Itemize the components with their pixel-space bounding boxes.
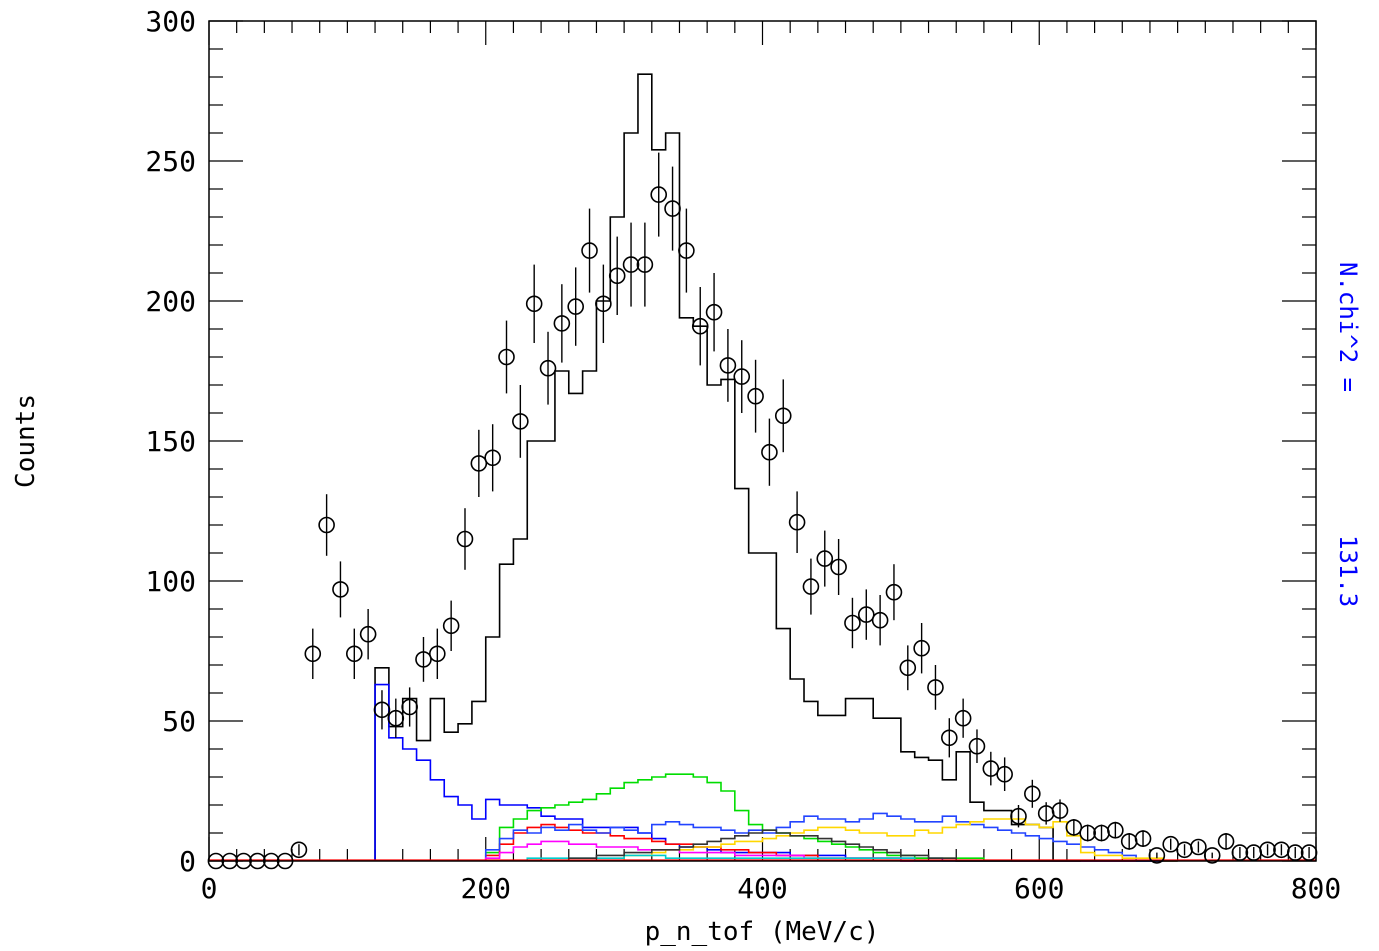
data-point <box>1217 833 1235 850</box>
data-point <box>318 516 335 534</box>
data-point <box>387 709 405 727</box>
data-point <box>816 550 834 567</box>
data-point <box>442 617 460 635</box>
y-axis-label: Counts <box>11 394 41 488</box>
histogram-series-line <box>484 773 1137 862</box>
data-point <box>525 295 543 313</box>
data-point <box>1079 824 1096 842</box>
y-tick-labels: 0 50 100 150 200 250 300 <box>145 5 196 878</box>
data-point <box>1259 841 1276 859</box>
data-point <box>1010 807 1027 825</box>
data-point <box>747 387 764 405</box>
data-point <box>678 242 695 259</box>
data-point <box>567 298 584 315</box>
data-point <box>290 841 308 859</box>
data-point <box>899 659 917 677</box>
data-point <box>982 760 1000 777</box>
data-point <box>968 737 986 755</box>
data-point <box>788 513 806 531</box>
data-point <box>595 295 612 313</box>
data-point <box>996 765 1013 783</box>
x-tick-label: 800 <box>1291 872 1342 905</box>
data-point <box>913 639 930 657</box>
histogram-series-line <box>484 812 1137 861</box>
chi-squared-value: 131.3 <box>1334 535 1362 607</box>
data-point <box>484 449 501 467</box>
data-point <box>1162 835 1180 853</box>
data-point <box>359 625 377 643</box>
data-point <box>705 303 723 321</box>
data-point <box>719 357 737 374</box>
x-tick-label: 400 <box>737 872 788 905</box>
data-point <box>927 679 944 696</box>
data-point <box>802 578 820 595</box>
data-point <box>941 729 958 747</box>
data-point <box>332 581 349 598</box>
data-point <box>650 186 668 203</box>
data-point <box>871 611 889 629</box>
data-point <box>304 645 322 663</box>
data-point <box>415 651 432 668</box>
data-point <box>608 267 626 285</box>
data-point <box>373 701 391 719</box>
y-tick-label: 0 <box>179 845 196 878</box>
data-point <box>512 413 529 430</box>
data-point <box>1051 802 1069 819</box>
y-tick-label: 250 <box>145 145 196 178</box>
x-tick-label: 200 <box>460 872 511 905</box>
data-point <box>844 614 861 632</box>
data-point <box>636 256 654 273</box>
y-tick-label: 300 <box>145 5 196 38</box>
data-point <box>774 407 792 425</box>
y-tick-label: 200 <box>145 285 196 318</box>
x-tick-label: 0 <box>201 872 218 905</box>
data-point <box>553 315 571 332</box>
data-point <box>622 256 640 273</box>
data-point <box>1190 838 1207 856</box>
chi-squared-label: N.chi^2 = <box>1334 262 1362 392</box>
x-axis-label: p_n_tof (MeV/c) <box>645 917 880 947</box>
data-point <box>1107 821 1124 839</box>
data-point <box>1203 847 1221 864</box>
data-point <box>456 530 474 548</box>
histogram-series-line <box>374 73 1178 862</box>
data-point <box>581 242 598 259</box>
histogram-series-line <box>623 818 1178 862</box>
data-point <box>954 709 972 727</box>
plot-frame <box>208 20 1317 862</box>
data-point <box>761 443 778 461</box>
data-point <box>1134 830 1152 847</box>
data-point <box>539 359 557 377</box>
x-tick-label: 600 <box>1014 872 1065 905</box>
data-point <box>885 583 903 601</box>
data-point <box>401 698 418 716</box>
y-tick-label: 50 <box>162 705 196 738</box>
data-point <box>1024 785 1041 803</box>
data-point <box>733 368 751 385</box>
data-point <box>1286 844 1304 861</box>
data-point <box>429 645 446 663</box>
y-tick-label: 150 <box>145 425 196 458</box>
y-tick-label: 100 <box>145 565 196 598</box>
data-point <box>691 317 709 335</box>
histogram-series <box>209 73 1316 862</box>
data-point <box>498 348 515 366</box>
data-point <box>1065 819 1083 836</box>
data-point <box>470 455 488 472</box>
data-point <box>830 558 847 576</box>
data-point <box>1231 844 1249 861</box>
data-point <box>857 606 875 623</box>
histogram-series-line <box>567 829 1081 862</box>
data-points <box>207 152 1318 870</box>
x-tick-labels: 0 200 400 600 800 <box>201 872 1342 905</box>
histogram-series-line <box>374 683 1178 862</box>
data-point <box>345 645 363 663</box>
data-point <box>664 200 681 217</box>
data-point <box>1148 847 1166 864</box>
